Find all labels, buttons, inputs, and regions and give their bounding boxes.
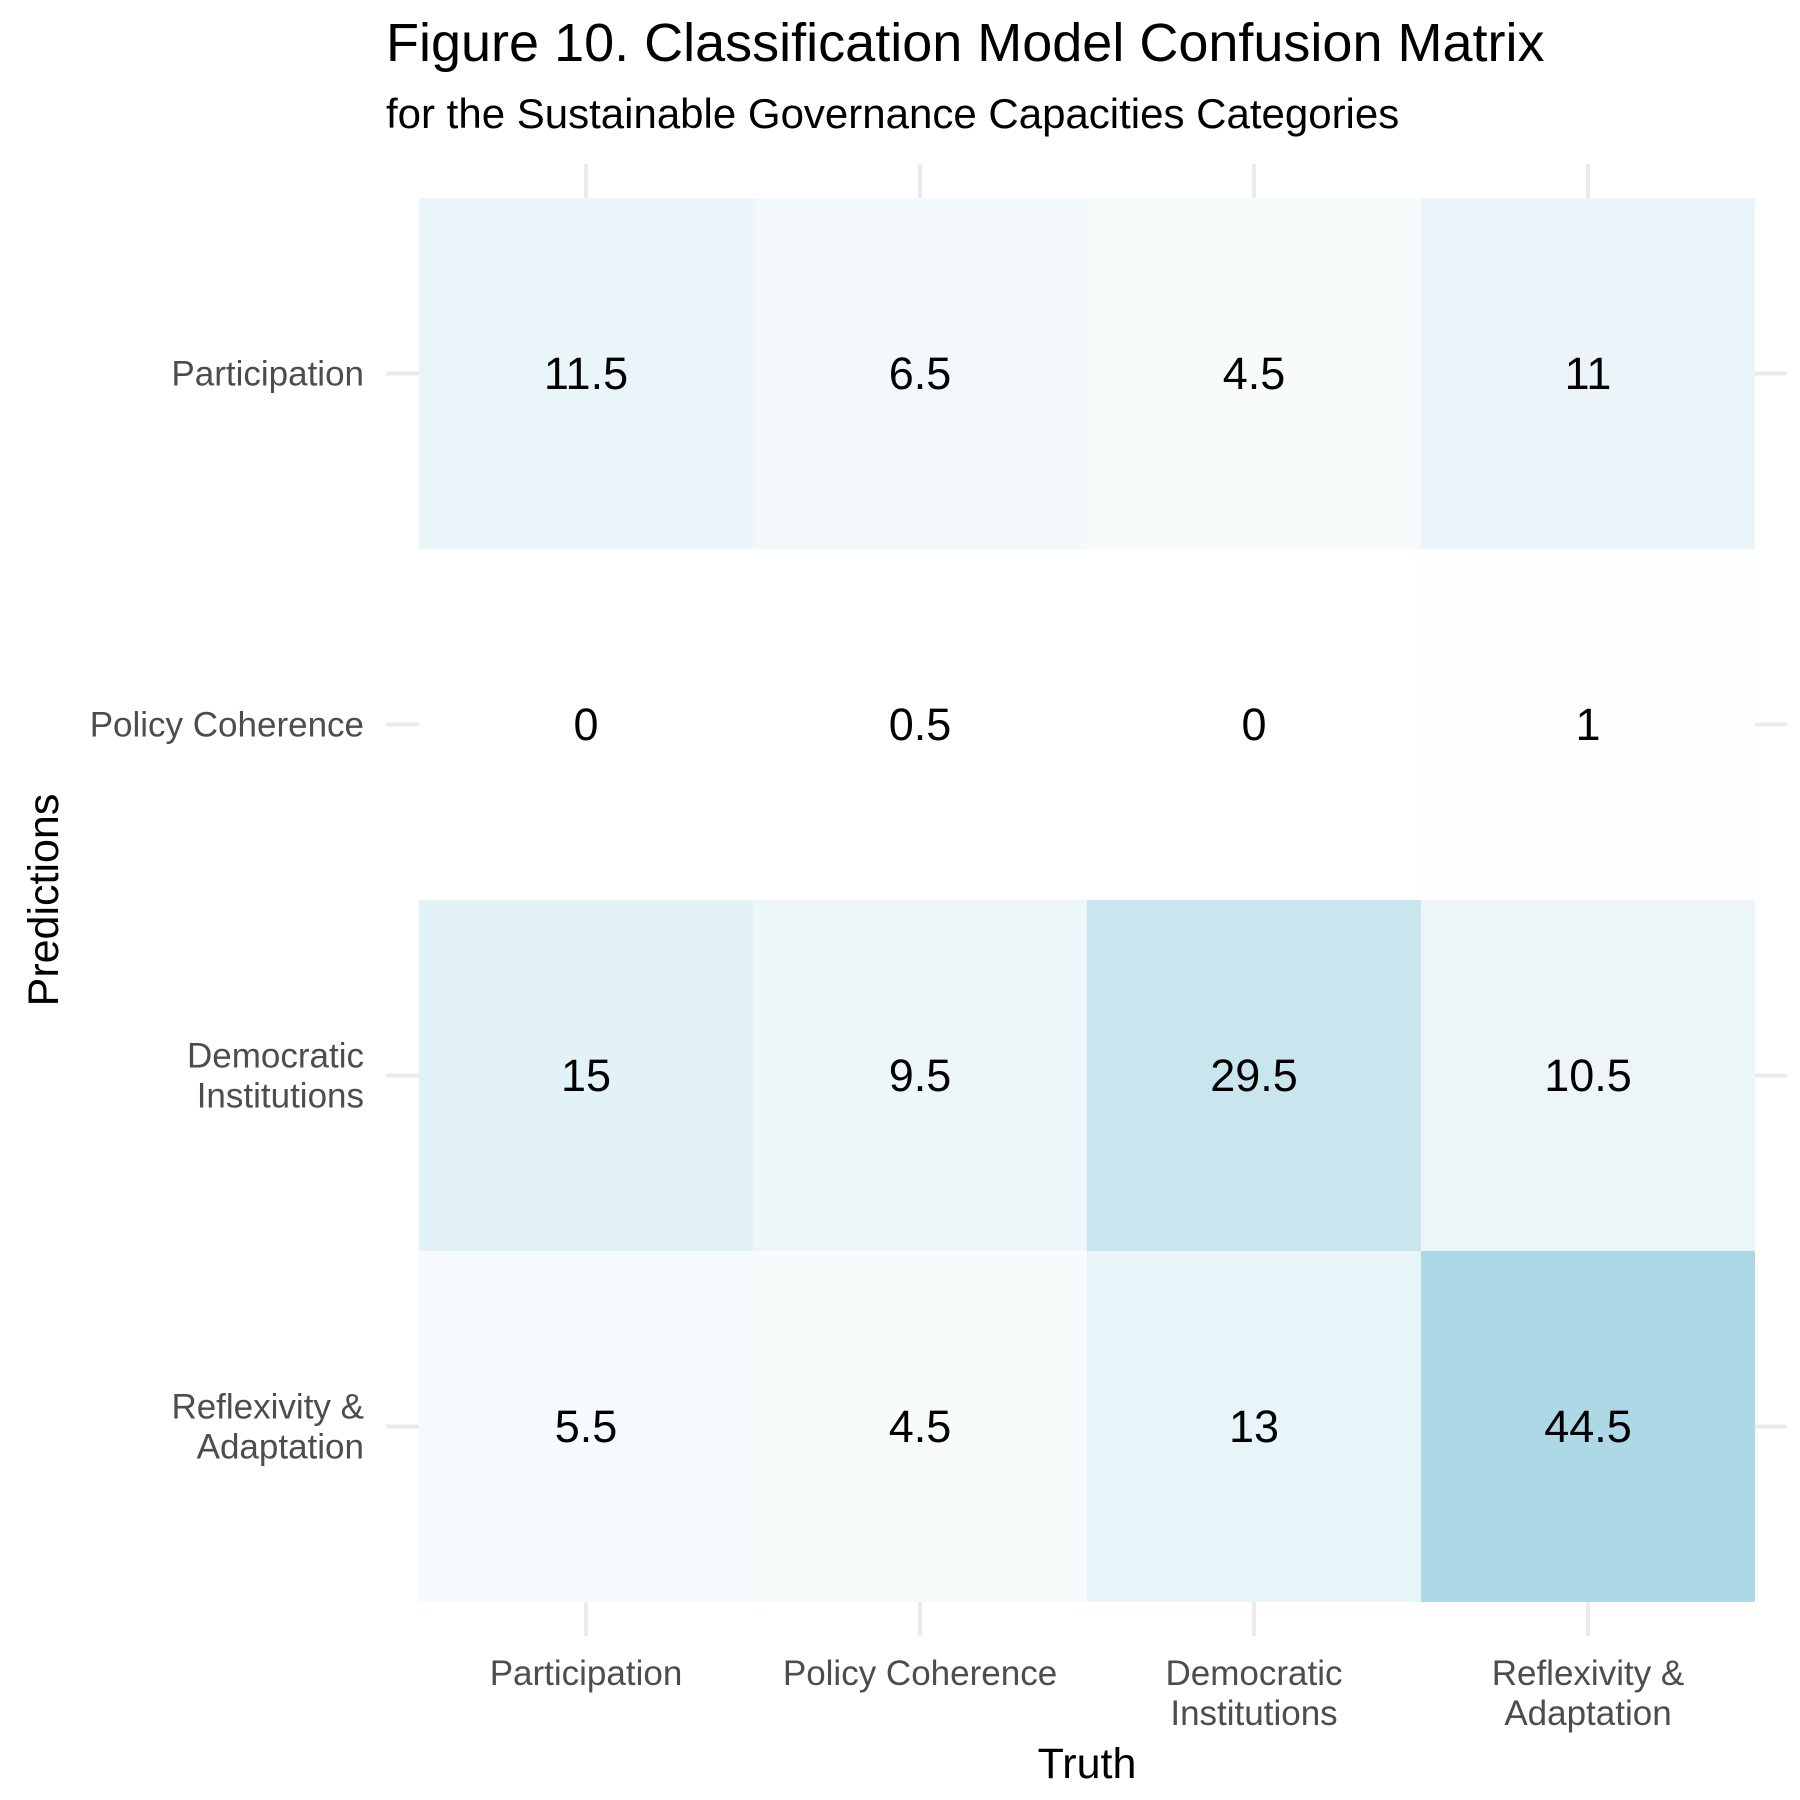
heatmap-cell (419, 549, 753, 900)
cell-value-label: 10.5 (1544, 1050, 1632, 1101)
cell-value-label: 11 (1565, 348, 1612, 399)
heatmap-cell (1087, 900, 1421, 1251)
cell-value-label: 6.5 (889, 348, 952, 399)
heatmap-cell (1421, 900, 1755, 1251)
cell-value-label: 44.5 (1544, 1401, 1632, 1452)
heatmap-cell (419, 1251, 753, 1602)
cell-value-label: 4.5 (889, 1401, 952, 1452)
y-axis-title: Predictions (20, 794, 68, 1007)
cell-value-label: 0 (1241, 699, 1266, 750)
x-tick-label: Reflexivity & Adaptation (1492, 1654, 1685, 1733)
cell-value-label: 29.5 (1210, 1050, 1298, 1101)
heatmap-cell (419, 198, 753, 549)
heatmap-cell (419, 900, 753, 1251)
cell-value-label: 9.5 (889, 1050, 952, 1101)
heatmap-cell (1087, 549, 1421, 900)
heatmap-cell (753, 900, 1087, 1251)
heatmap-cell (753, 549, 1087, 900)
cell-value-label: 1 (1575, 699, 1600, 750)
cell-value-label: 4.5 (1223, 348, 1286, 399)
y-tick-label: Policy Coherence (90, 706, 364, 745)
heatmap-cell (1087, 1251, 1421, 1602)
cell-value-label: 15 (561, 1050, 611, 1101)
x-tick-label: Democratic Institutions (1166, 1654, 1343, 1733)
cell-value-label: 11.5 (544, 348, 628, 399)
cell-value-label: 0.5 (889, 699, 952, 750)
x-axis-title: Truth (1038, 1740, 1137, 1788)
heatmap-cell (1421, 549, 1755, 900)
x-tick-label: Participation (490, 1654, 683, 1693)
heatmap-cell (753, 1251, 1087, 1602)
heatmap-cell (1421, 1251, 1755, 1602)
chart-subtitle: for the Sustainable Governance Capacitie… (386, 90, 1400, 137)
cell-value-label: 0 (573, 699, 598, 750)
heatmap-cell (1421, 198, 1755, 549)
heatmap-cell (753, 198, 1087, 549)
chart-title: Figure 10. Classification Model Confusio… (386, 13, 1545, 73)
y-tick-label: Reflexivity & Adaptation (171, 1388, 364, 1467)
y-tick-label: Participation (171, 355, 364, 394)
y-tick-label: Democratic Institutions (187, 1037, 364, 1116)
heatmap-cell (1087, 198, 1421, 549)
cell-value-label: 13 (1229, 1401, 1279, 1452)
cell-value-label: 5.5 (555, 1401, 618, 1452)
x-tick-label: Policy Coherence (783, 1654, 1057, 1693)
